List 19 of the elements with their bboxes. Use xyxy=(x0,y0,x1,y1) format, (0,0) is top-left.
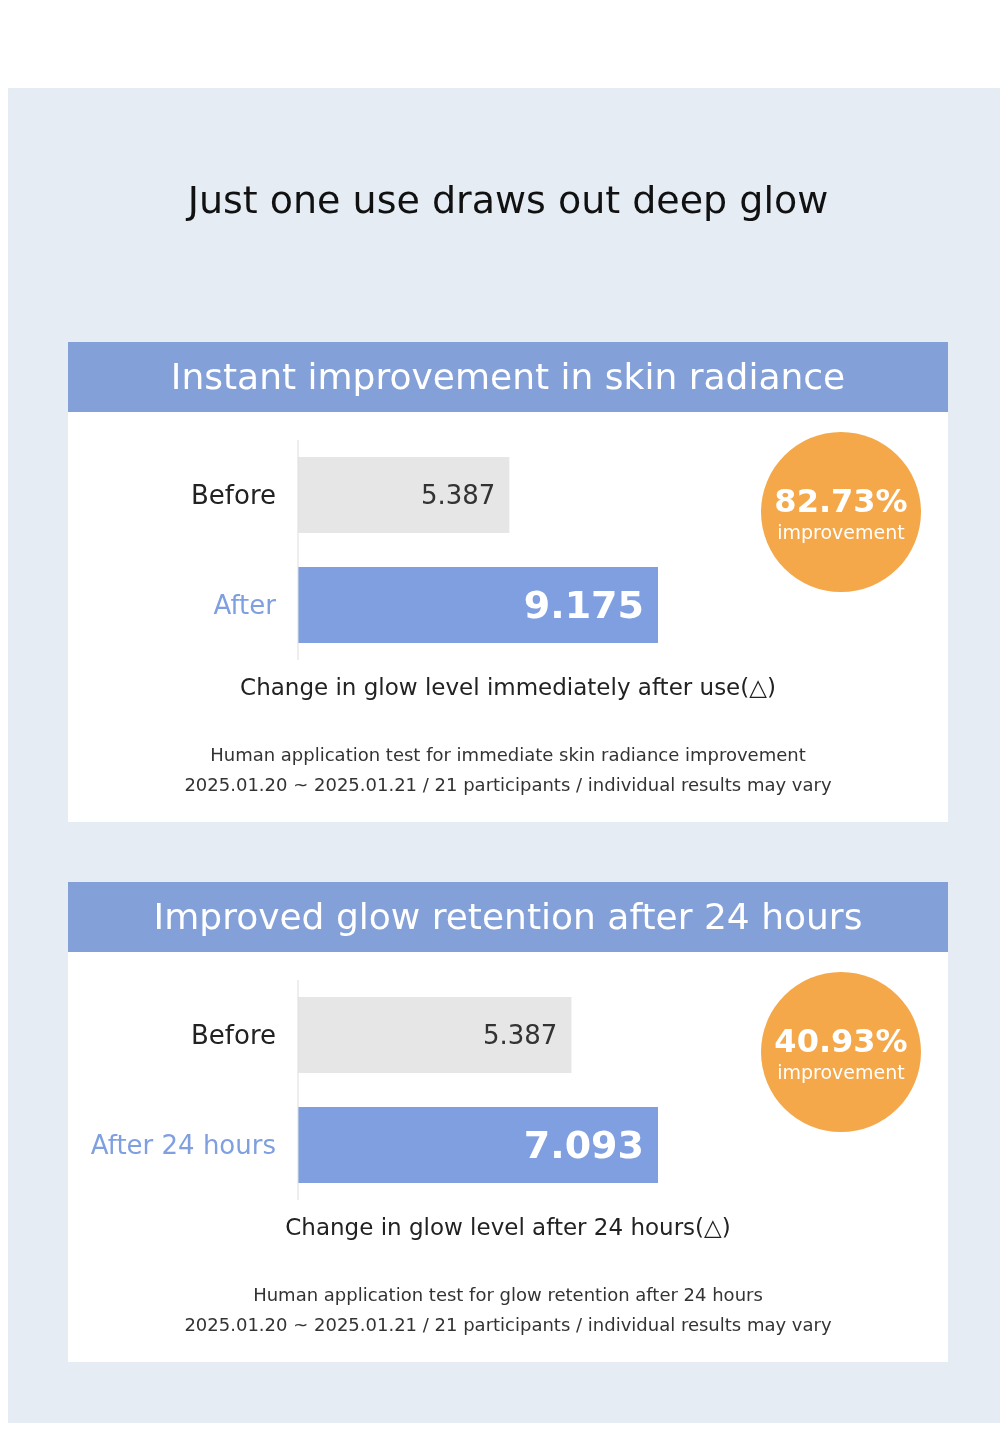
y-tick-label: Before xyxy=(190,1020,276,1050)
text: Human application test for glow retention after 24 hours xyxy=(252,1283,764,1307)
text: 82.73% improvement xyxy=(774,481,908,543)
data-label: 7.093 xyxy=(523,1123,644,1167)
x-axis-title: Change in glow level after 24 hours(△) xyxy=(284,1214,732,1240)
data-label: 9.175 xyxy=(523,583,644,627)
data-label: 5.387 xyxy=(420,480,496,510)
text: Human application test for immediate skin radiance improvement xyxy=(209,743,807,767)
text: 2025.01.20 ~ 2025.01.21 / 21 participants / individual results may vary xyxy=(183,1313,833,1337)
text: 2025.01.20 ~ 2025.01.21 / 21 participants / individual results may vary xyxy=(183,773,833,797)
x-axis-title: Change in glow level immediately after use(△) xyxy=(239,674,777,700)
y-tick-label: After 24 hours xyxy=(90,1130,276,1160)
chart-subtitle: Improved glow retention after 24 hours xyxy=(68,882,948,952)
y-tick-label: After xyxy=(213,590,277,620)
chart-title: Just one use draws out deep glow xyxy=(184,178,830,222)
chart-subtitle: Instant improvement in skin radiance xyxy=(68,342,948,412)
y-tick-label: Before xyxy=(190,480,276,510)
text: 40.93% improvement xyxy=(774,1021,908,1083)
data-label: 5.387 xyxy=(482,1020,558,1050)
